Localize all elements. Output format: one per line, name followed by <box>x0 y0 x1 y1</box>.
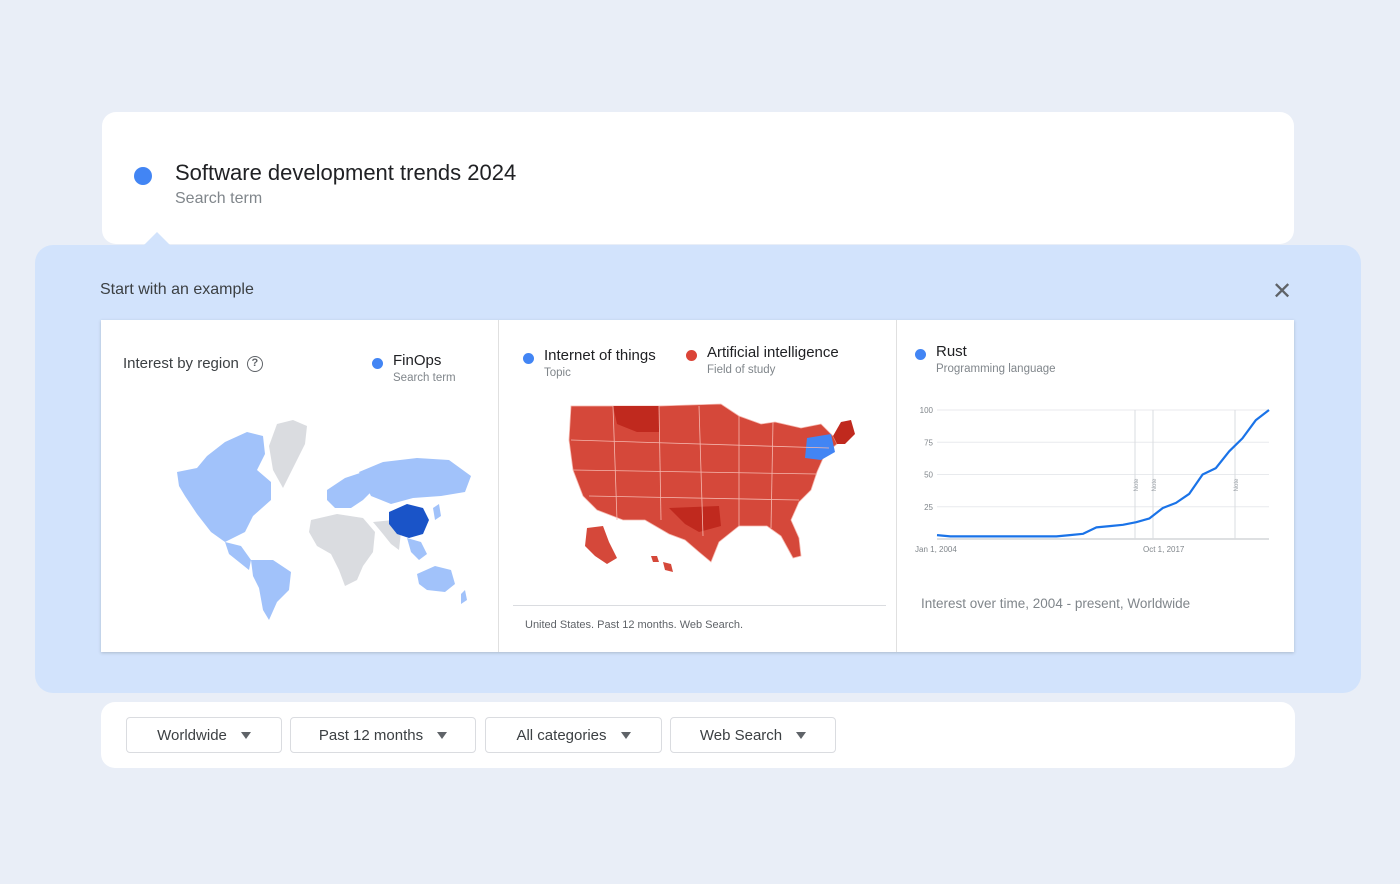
filter-label: Worldwide <box>157 726 227 744</box>
legend-sub: Field of study <box>707 364 776 376</box>
example-cards: Interest by region ? FinOps Search term <box>101 320 1294 652</box>
filters-bar: Worldwide Past 12 months All categories … <box>101 702 1295 768</box>
panel-pointer <box>144 232 170 245</box>
close-icon[interactable]: ✕ <box>1271 278 1293 305</box>
filter-category[interactable]: All categories <box>485 717 662 753</box>
filter-time[interactable]: Past 12 months <box>290 717 476 753</box>
legend-name: Internet of things <box>544 347 656 364</box>
legend-iot: Internet of things Topic <box>523 347 656 379</box>
series-line-rust <box>936 409 1270 538</box>
annotation-label: Note <box>1134 478 1140 491</box>
legend-name: FinOps <box>393 352 442 369</box>
filter-region[interactable]: Worldwide <box>126 717 282 753</box>
examples-panel: Start with an example ✕ Interest by regi… <box>35 245 1361 693</box>
x-tick-label: Oct 1, 2017 <box>1143 545 1185 554</box>
caret-down-icon <box>620 731 631 739</box>
search-term-card[interactable]: Software development trends 2024 Search … <box>102 112 1294 244</box>
term-color-dot <box>134 167 152 185</box>
interest-over-time-chart: 25 50 75 100 Note Note Note Jan 1, 2004 Oct 1, 2… <box>915 406 1270 554</box>
caret-down-icon <box>437 731 448 739</box>
legend-ai: Artificial intelligence Field of study <box>686 344 839 376</box>
help-icon[interactable]: ? <box>246 355 263 372</box>
filter-search-type[interactable]: Web Search <box>670 717 836 753</box>
interest-by-region-heading: Interest by region ? <box>123 355 263 372</box>
example-card-finops[interactable]: Interest by region ? FinOps Search term <box>101 320 499 652</box>
y-tick-label: 50 <box>924 471 933 480</box>
interest-by-region-label: Interest by region <box>123 355 239 372</box>
us-map <box>568 403 855 572</box>
card-footer: United States. Past 12 months. Web Searc… <box>525 619 744 631</box>
filter-label: Web Search <box>699 726 783 744</box>
legend-finops: FinOps Search term <box>372 352 456 384</box>
annotation-label: Note <box>1152 478 1158 491</box>
legend-sub: Topic <box>544 367 571 379</box>
y-tick-label: 25 <box>924 503 933 512</box>
legend-dot <box>915 349 926 360</box>
examples-title: Start with an example <box>100 281 254 298</box>
world-map <box>177 420 471 620</box>
search-term-title: Software development trends 2024 <box>175 160 517 185</box>
legend-sub: Programming language <box>936 363 1056 375</box>
y-tick-label: 100 <box>920 406 934 415</box>
legend-dot <box>372 358 383 369</box>
filter-label: All categories <box>516 726 607 744</box>
legend-rust: Rust Programming language <box>915 343 1056 375</box>
annotation-label: Note <box>1234 478 1240 491</box>
filter-label: Past 12 months <box>318 726 424 744</box>
caret-down-icon <box>796 731 807 739</box>
footer-divider <box>513 605 886 606</box>
y-tick-label: 75 <box>924 438 933 447</box>
legend-dot <box>523 353 534 364</box>
caret-down-icon <box>240 731 251 739</box>
x-tick-label: Jan 1, 2004 <box>915 545 957 554</box>
search-term-subtitle: Search term <box>175 190 263 207</box>
card-footer: Interest over time, 2004 - present, Worl… <box>921 596 1191 611</box>
legend-name: Artificial intelligence <box>707 344 839 361</box>
legend-sub: Search term <box>393 372 456 384</box>
legend-name: Rust <box>936 343 967 360</box>
legend-dot <box>686 350 697 361</box>
example-card-iot-ai[interactable]: Internet of things Topic Artificial inte… <box>499 320 897 652</box>
example-card-rust[interactable]: Rust Programming language 25 50 75 100 Note N… <box>897 320 1294 652</box>
